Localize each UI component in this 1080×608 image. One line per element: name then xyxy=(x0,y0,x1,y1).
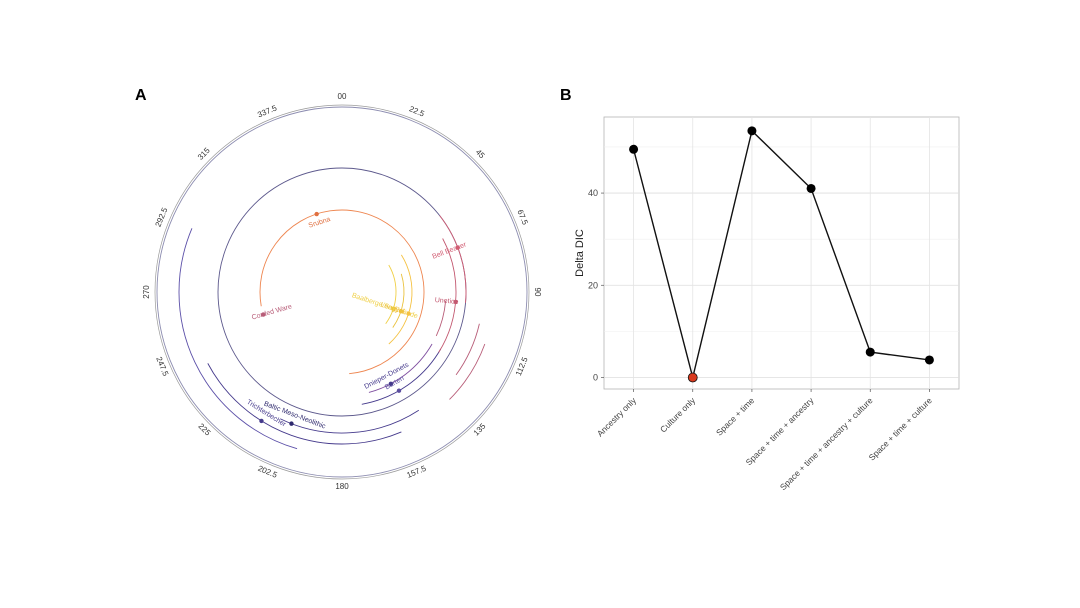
track-arc xyxy=(279,409,420,434)
panel-b-letter: B xyxy=(560,87,572,104)
y-tick-label: 40 xyxy=(588,188,598,198)
y-axis-label: Delta DIC xyxy=(574,229,586,277)
group-point xyxy=(455,245,460,250)
x-tick-label: Culture only xyxy=(658,395,698,435)
data-point xyxy=(924,355,934,365)
track-arc xyxy=(435,301,447,337)
track-arc xyxy=(438,238,457,353)
data-point xyxy=(865,347,875,357)
data-point xyxy=(806,183,816,193)
x-tick-label: Ancestry only xyxy=(595,395,639,439)
track-arc xyxy=(368,343,433,393)
group-point xyxy=(260,312,266,317)
plot-panel xyxy=(603,116,960,390)
group-label: Esk xyxy=(393,306,407,316)
group-point xyxy=(391,306,396,311)
data-point xyxy=(629,144,639,154)
group-point xyxy=(314,211,319,217)
track-arc xyxy=(439,215,467,303)
x-tick-label: Space + time + culture xyxy=(867,395,934,462)
group-point xyxy=(396,388,402,393)
angle-tick-label: 270 xyxy=(142,285,151,299)
track-arc xyxy=(449,343,486,400)
track-arc xyxy=(392,273,405,328)
srubna-arc xyxy=(259,209,425,375)
track-arc xyxy=(207,363,402,445)
group-point xyxy=(289,421,294,426)
angle-tick-label: 90 xyxy=(533,288,542,297)
x-tick-label: Space + time xyxy=(714,395,757,438)
panel-a-letter: A xyxy=(135,87,147,104)
x-tick-label: Space + time + ancestry xyxy=(744,395,816,467)
y-tick-label: 20 xyxy=(588,280,598,290)
y-tick-label: 0 xyxy=(593,372,598,382)
group-point xyxy=(259,418,264,424)
track-arc xyxy=(388,254,413,345)
track-arc xyxy=(178,228,298,450)
track-ring xyxy=(156,106,528,478)
data-point xyxy=(747,126,757,136)
group-point xyxy=(453,299,458,305)
x-tick-label: Space + time + ancestry + culture xyxy=(778,395,875,492)
series-line xyxy=(632,129,930,378)
angle-tick-label: 00 xyxy=(338,92,347,101)
angle-tick-label: 180 xyxy=(335,482,349,491)
highlight-point xyxy=(687,372,698,383)
group-point xyxy=(388,381,394,387)
group-label: Unetice xyxy=(434,297,458,306)
outer-circle xyxy=(154,104,530,480)
group-point xyxy=(398,308,404,314)
track-arc xyxy=(361,348,442,405)
track-arc xyxy=(385,264,397,325)
group-point xyxy=(406,311,411,316)
track-arc xyxy=(455,323,480,376)
